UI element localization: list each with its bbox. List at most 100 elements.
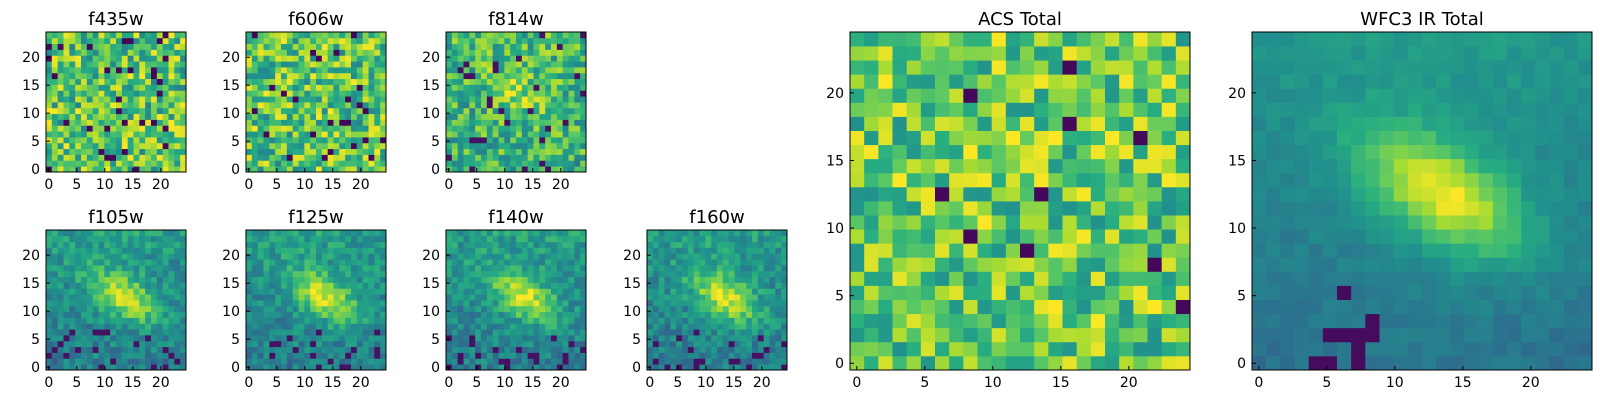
heatmap-cell — [498, 323, 505, 330]
heatmap-cell — [92, 358, 99, 365]
heatmap-cell — [121, 78, 129, 85]
heatmap-cell — [133, 154, 140, 161]
heatmap-cell — [86, 154, 94, 161]
heatmap-cell — [545, 43, 552, 50]
heatmap-cell — [920, 327, 936, 343]
heatmap-cell — [568, 67, 575, 74]
heatmap-cell — [539, 335, 546, 342]
heatmap-cell — [551, 43, 558, 50]
x-tick-label: 0 — [244, 375, 253, 391]
heatmap-cell — [168, 259, 175, 266]
heatmap-cell — [746, 270, 753, 278]
heatmap-cell — [151, 335, 158, 342]
heatmap-cell — [368, 235, 375, 243]
heatmap-cell — [469, 329, 476, 336]
heatmap-cell — [1119, 158, 1134, 174]
heatmap-cell — [451, 142, 459, 150]
heatmap-cell — [251, 55, 259, 62]
heatmap-cell — [168, 96, 175, 103]
heatmap-cell — [374, 329, 381, 336]
heatmap-cell — [86, 270, 94, 278]
heatmap-cell — [156, 67, 164, 74]
heatmap-cell — [492, 282, 499, 289]
heatmap-cell — [121, 235, 129, 243]
heatmap-cell — [92, 329, 99, 336]
heatmap-cell — [878, 201, 893, 216]
heatmap-cell — [180, 67, 187, 74]
heatmap-cell — [110, 305, 117, 313]
heatmap-cell — [1048, 74, 1063, 89]
heatmap-cell — [676, 335, 683, 342]
heatmap-cell — [298, 247, 305, 254]
heatmap-cell — [75, 346, 82, 353]
heatmap-cell — [281, 270, 288, 278]
heatmap-cell — [251, 265, 259, 272]
heatmap-cell — [81, 32, 88, 39]
heatmap-cell — [527, 288, 534, 295]
heatmap-cell — [446, 43, 453, 50]
heatmap-cell — [1322, 285, 1338, 300]
heatmap-cell — [333, 317, 340, 324]
heatmap-cell — [991, 46, 1007, 61]
heatmap-cell — [321, 131, 329, 138]
heatmap-cell — [81, 352, 88, 359]
heatmap-cell — [446, 276, 453, 283]
heatmap-cell — [339, 276, 346, 283]
heatmap-cell — [1337, 327, 1352, 343]
heatmap-cell — [1563, 341, 1579, 357]
heatmap-cell — [356, 270, 364, 278]
heatmap-cell — [63, 317, 70, 324]
heatmap-cell — [246, 241, 253, 248]
heatmap-cell — [333, 131, 340, 138]
heatmap-cell — [246, 294, 253, 301]
heatmap-cell — [1308, 341, 1324, 357]
heatmap-cell — [69, 37, 76, 45]
heatmap-cell — [345, 259, 352, 266]
x-tick-label: 20 — [152, 177, 170, 193]
heatmap-cell — [1119, 102, 1134, 117]
heatmap-cell — [469, 37, 476, 45]
heatmap-cell — [333, 305, 340, 313]
heatmap-cell — [304, 72, 311, 80]
heatmap-cell — [110, 43, 117, 50]
heatmap-cell — [127, 311, 134, 318]
heatmap-cell — [310, 323, 317, 330]
heatmap-cell — [475, 32, 482, 39]
heatmap-cell — [263, 67, 270, 74]
heatmap-cell — [1563, 327, 1579, 343]
heatmap-cell — [463, 96, 470, 103]
heatmap-cell — [263, 49, 270, 56]
heatmap-cell — [539, 90, 546, 97]
heatmap-cell — [652, 241, 660, 248]
heatmap-cell — [339, 49, 346, 56]
heatmap-cell — [133, 276, 140, 283]
heatmap-cell — [174, 125, 181, 132]
heatmap-cell — [850, 158, 865, 174]
heatmap-cell — [682, 300, 689, 307]
heatmap-cell — [977, 229, 993, 244]
heatmap-cell — [1379, 271, 1395, 286]
heatmap-cell — [652, 335, 660, 342]
heatmap-cell — [304, 113, 311, 120]
heatmap-cell — [362, 282, 369, 289]
heatmap-cell — [57, 311, 64, 318]
heatmap-cell — [275, 96, 282, 103]
heatmap-cell — [69, 32, 76, 39]
heatmap-cell — [275, 67, 282, 74]
heatmap-cell — [168, 125, 175, 132]
heatmap-cell — [949, 299, 964, 315]
heatmap-cell — [104, 317, 111, 324]
heatmap-cell — [510, 282, 517, 289]
heatmap-cell — [374, 364, 381, 371]
heatmap-cell — [574, 241, 581, 248]
heatmap-cell — [168, 288, 175, 295]
heatmap-cell — [51, 340, 59, 348]
heatmap-cell — [345, 102, 352, 109]
heatmap-cell — [746, 340, 753, 348]
heatmap-cell — [763, 270, 770, 278]
heatmap-cell — [81, 96, 88, 103]
heatmap-cell — [1337, 243, 1352, 258]
heatmap-cell — [574, 90, 581, 97]
heatmap-cell — [574, 154, 581, 161]
heatmap-cell — [57, 288, 64, 295]
